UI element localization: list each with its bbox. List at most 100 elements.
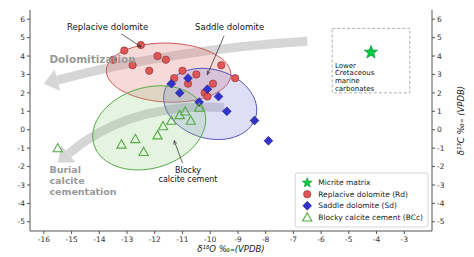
x-tick-label: -13: [121, 235, 133, 244]
y-tick-label-right: -2: [437, 162, 445, 171]
legend-marker: [303, 201, 312, 210]
y-tick-right: [432, 92, 435, 93]
y-tick-label: 6: [20, 15, 25, 24]
annotation-arrow: [121, 34, 140, 47]
y-tick-label-right: -1: [437, 144, 445, 153]
y-tick: [27, 111, 30, 112]
annotation: Dolomitization: [49, 53, 135, 65]
y-tick-label: 0: [20, 125, 25, 134]
x-tick: [321, 231, 322, 234]
y-tick-right: [432, 56, 435, 57]
legend-label: Replacive dolomite (Rd): [318, 190, 408, 199]
point: [214, 92, 223, 101]
chart: -16-15-14-13-12-11-10-9-8-7-6-5-4-3-5-5-…: [0, 0, 474, 257]
series: [364, 45, 377, 58]
legend-marker: [303, 213, 312, 221]
annotation: Saddle dolomite: [195, 22, 264, 32]
series: [109, 41, 238, 100]
x-tick: [265, 231, 266, 234]
y-tick-label-right: 6: [437, 15, 442, 24]
y-tick-label: 2: [20, 89, 25, 98]
field-ellipse: [93, 86, 206, 170]
y-axis-title: δ¹³C ‰₌ (VPDB): [456, 86, 466, 155]
x-tick: [154, 231, 155, 234]
y-tick-label-right: -5: [437, 217, 445, 226]
annotation: Blockycalcite cement: [159, 166, 218, 184]
x-tick: [71, 231, 72, 234]
y-axis-right-line: [432, 10, 433, 231]
x-tick: [43, 231, 44, 234]
x-tick: [376, 231, 377, 234]
y-tick: [27, 37, 30, 38]
x-tick-label: -9: [234, 235, 242, 244]
y-tick-label: -1: [18, 144, 26, 153]
x-axis-title: δ¹⁸O ‰₌(VPDB): [197, 244, 264, 254]
point: [153, 131, 162, 139]
y-tick-label-right: 4: [437, 52, 442, 61]
legend-marker: [302, 178, 312, 187]
y-tick-label: 3: [20, 70, 25, 79]
point: [175, 88, 184, 97]
legend-label: Micrite matrix: [318, 178, 371, 187]
series: [53, 103, 204, 155]
y-tick-label-right: 1: [437, 107, 442, 116]
point: [209, 80, 216, 87]
y-tick-label-right: -3: [437, 181, 445, 190]
y-tick-right: [432, 37, 435, 38]
x-tick: [182, 231, 183, 234]
point: [264, 136, 273, 145]
point: [167, 116, 176, 124]
y-tick-label-right: -4: [437, 199, 445, 208]
point: [162, 56, 169, 63]
y-tick-right: [432, 221, 435, 222]
annotation: Burialcalcitecementation: [49, 164, 116, 196]
y-axis-line: [30, 10, 31, 231]
y-tick-label: -4: [18, 199, 26, 208]
x-tick-label: -3: [401, 235, 409, 244]
annotation: LowerCretaceousmarinecarbonates: [335, 62, 375, 94]
point: [364, 45, 377, 58]
x-tick-label: -11: [176, 235, 188, 244]
point: [186, 116, 195, 124]
y-tick: [27, 74, 30, 75]
x-tick: [348, 231, 349, 234]
y-tick-right: [432, 129, 435, 130]
point: [139, 147, 148, 155]
y-tick-label-right: 5: [437, 33, 442, 42]
x-tick-label: -5: [345, 235, 353, 244]
y-tick: [27, 19, 30, 20]
y-tick: [27, 148, 30, 149]
y-tick-right: [432, 111, 435, 112]
point: [117, 140, 126, 148]
point: [167, 79, 176, 88]
y-tick-label: 4: [20, 52, 25, 61]
y-tick-right: [432, 184, 435, 185]
legend-label: Saddle dolomite (Sd): [318, 201, 397, 210]
point: [203, 85, 212, 94]
x-tick-label: -14: [93, 235, 105, 244]
y-tick-label: 1: [20, 107, 25, 116]
x-tick: [404, 231, 405, 234]
y-tick-label: -5: [18, 217, 26, 226]
annotation: Replacive dolomite: [67, 22, 148, 32]
y-tick: [27, 166, 30, 167]
x-tick: [293, 231, 294, 234]
point: [218, 62, 225, 69]
y-tick: [27, 203, 30, 204]
y-tick-label-right: 3: [437, 70, 442, 79]
point: [184, 74, 193, 83]
x-tick-label: -4: [373, 235, 381, 244]
point: [146, 67, 153, 74]
point: [250, 116, 259, 125]
point: [195, 103, 204, 111]
point: [222, 107, 231, 116]
y-tick: [27, 221, 30, 222]
y-tick: [27, 129, 30, 130]
x-tick-label: -7: [290, 235, 298, 244]
y-tick-right: [432, 203, 435, 204]
point: [231, 74, 238, 81]
y-tick-label-right: 0: [437, 125, 442, 134]
plot-area: [44, 28, 410, 170]
y-tick: [27, 92, 30, 93]
axes: -16-15-14-13-12-11-10-9-8-7-6-5-4-3-5-5-…: [18, 10, 445, 244]
